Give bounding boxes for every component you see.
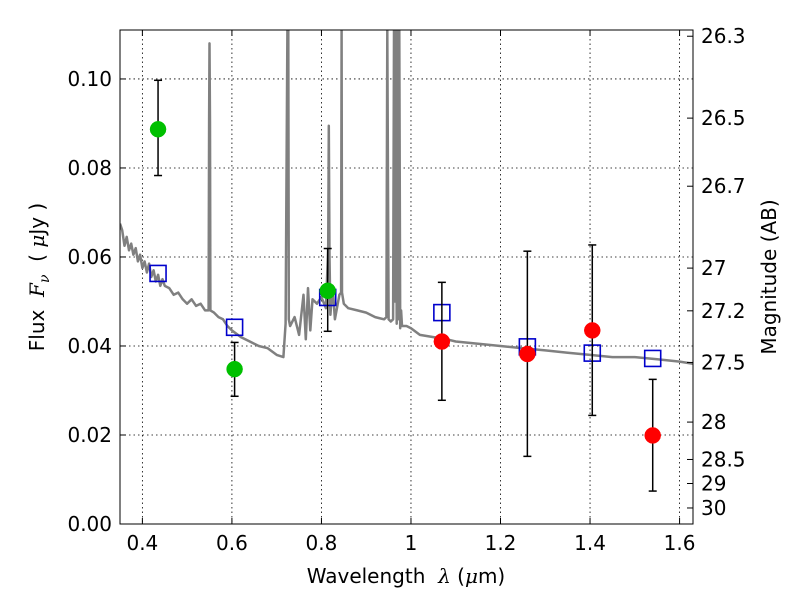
x-tick-label: 1.2 <box>485 531 517 555</box>
y2-tick-label: 26.5 <box>701 106 746 130</box>
y2-tick-label: 27 <box>701 256 726 280</box>
y2-tick-label: 26.3 <box>701 24 746 48</box>
observed-point <box>584 322 601 339</box>
y2-tick-label: 30 <box>701 496 726 520</box>
observed-point <box>519 345 536 363</box>
spectrum-line <box>120 30 693 366</box>
x-axis-title-paren: ( <box>451 564 465 588</box>
y-tick-label: 0.02 <box>67 423 112 447</box>
observed-point <box>433 333 451 350</box>
y-axis-title-prefix: Flux <box>25 297 49 351</box>
x-tick-label: 0.4 <box>126 531 158 555</box>
y2-tick-label: 28 <box>701 410 726 434</box>
observed-point <box>149 120 167 138</box>
y-axis-unit-rest: Jy ) <box>25 203 49 237</box>
y2-tick-label: 27.5 <box>701 350 746 374</box>
y-axis-f-symbol: F <box>25 282 49 298</box>
y-axis-unit-mu: μ <box>25 235 49 248</box>
x-axis-lambda-symbol: λ <box>437 564 451 588</box>
plot-background <box>120 30 693 524</box>
y-axis-nu-subscript: ν <box>37 274 53 283</box>
y2-tick-label: 27.2 <box>701 299 746 323</box>
observed-point <box>226 360 243 378</box>
y-tick-label: 0.06 <box>67 245 112 269</box>
y2-axis-title: Magnitude (AB) <box>757 199 781 354</box>
plot-frame <box>119 29 694 525</box>
y-tick-label: 0.10 <box>67 67 112 91</box>
x-tick-label: 0.8 <box>306 531 338 555</box>
tick-layer <box>120 30 693 525</box>
y2-tick-label: 26.7 <box>701 174 746 198</box>
tick-labels: 0.4 0.6 0.8 1 1.2 1.4 1.6 0.00 0.02 0.04 0.06 0.08 0… <box>67 24 745 555</box>
x-axis-unit-mu: μ <box>465 564 478 588</box>
y-tick-label: 0.08 <box>67 156 112 180</box>
y-tick-label: 0.00 <box>67 512 112 536</box>
observed-point <box>644 427 661 444</box>
grid-lines <box>120 30 693 525</box>
y-axis-paren-open: ( <box>25 248 49 275</box>
model-square-marker <box>643 349 662 368</box>
model-square-marker <box>149 264 167 283</box>
x-axis-title-prefix: Wavelength <box>307 564 438 588</box>
x-tick-label: 1.6 <box>664 531 696 555</box>
x-axis-unit-rest: m) <box>478 564 505 588</box>
x-tick-label: 1 <box>405 531 418 555</box>
spectrum-layer <box>120 30 693 366</box>
x-axis-title: Wavelength λ (μm) <box>307 564 506 588</box>
observed-point <box>319 282 336 300</box>
y-tick-label: 0.04 <box>67 334 112 358</box>
model-square-marker <box>225 318 244 337</box>
y2-tick-label: 29 <box>701 472 726 496</box>
y2-tick-label: 28.5 <box>701 447 746 471</box>
x-tick-label: 0.6 <box>216 531 248 555</box>
marker-layer <box>149 79 662 492</box>
y-axis-title: Flux Fν ( μJy ) <box>25 203 53 351</box>
x-tick-label: 1.4 <box>574 531 606 555</box>
